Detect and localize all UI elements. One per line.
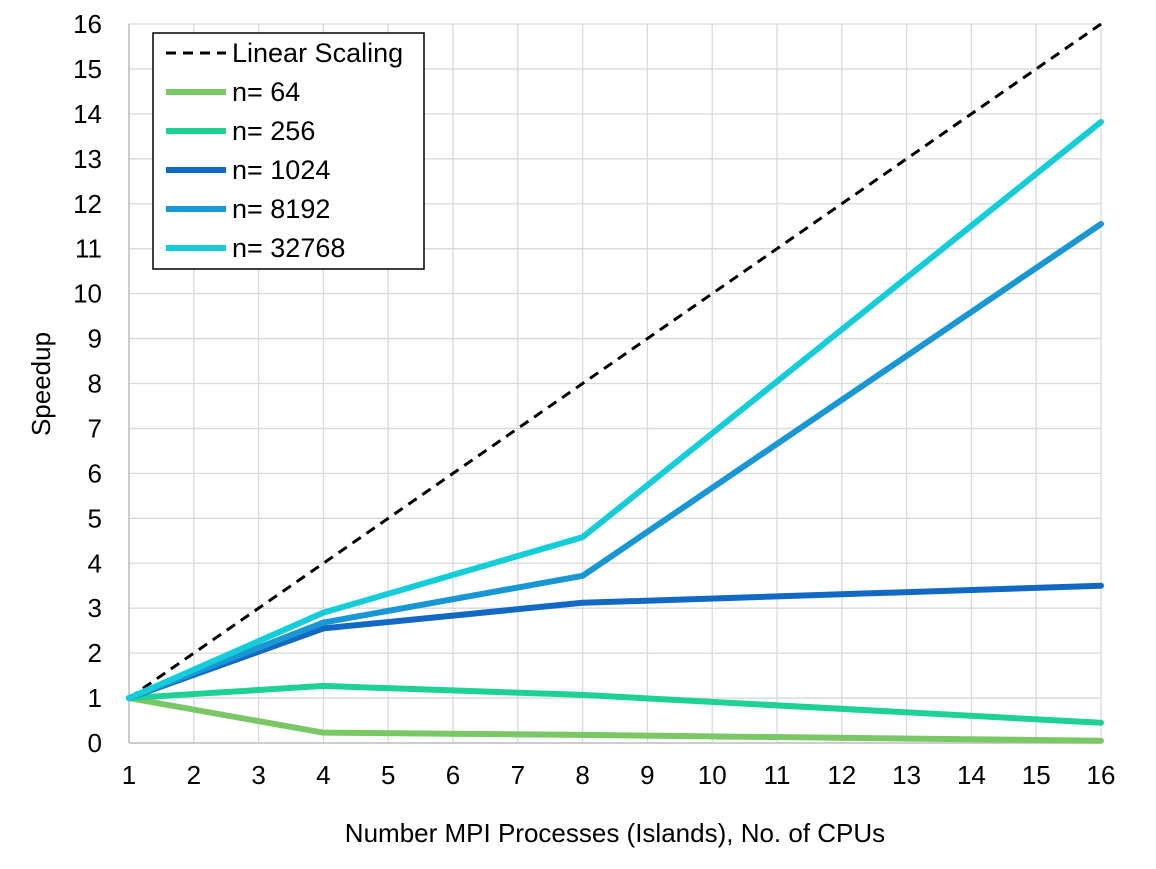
x-tick-label: 10	[698, 760, 727, 790]
legend-label: n= 64	[232, 77, 300, 107]
x-tick-label: 16	[1087, 760, 1116, 790]
y-tick-label: 5	[88, 503, 102, 533]
y-tick-label: 16	[73, 9, 102, 39]
legend-label: n= 32768	[232, 233, 345, 263]
x-tick-label: 14	[957, 760, 986, 790]
y-tick-label: 6	[88, 458, 102, 488]
series-line	[126, 682, 1104, 726]
y-tick-label: 9	[88, 324, 102, 354]
x-tick-label: 3	[251, 760, 265, 790]
y-tick-label: 11	[75, 234, 102, 264]
series-line	[126, 118, 1104, 702]
y-tick-label: 14	[73, 99, 102, 129]
x-tick-label: 7	[511, 760, 525, 790]
legend-box	[152, 32, 425, 270]
y-tick-label: 12	[73, 189, 102, 219]
x-tick-label: 4	[316, 760, 330, 790]
y-tick-label: 8	[88, 369, 102, 399]
x-tick-label: 15	[1022, 760, 1051, 790]
x-tick-label: 11	[764, 760, 791, 790]
y-tick-label: 13	[73, 144, 102, 174]
legend: Linear Scaling n= 64 n= 256 n= 1024 n= 8192 n…	[152, 32, 425, 270]
y-tick-label: 3	[88, 593, 102, 623]
axes	[128, 24, 1101, 744]
tick-labels: 1 2 3 4 5 6 7 8 9 10 11 12 13 14 15 1601234567891011121…	[73, 9, 1115, 790]
series-lines	[126, 22, 1104, 744]
x-axis-title: Number MPI Processes (Islands), No. of C…	[345, 818, 885, 848]
x-tick-label: 12	[827, 760, 856, 790]
x-tick-label: 13	[892, 760, 921, 790]
legend-label: n= 256	[232, 116, 315, 146]
x-tick-label: 2	[187, 760, 201, 790]
x-tick-label: 1	[122, 760, 136, 790]
y-tick-label: 0	[88, 728, 102, 758]
y-axis-title: Speedup	[26, 332, 56, 436]
x-tick-label: 5	[381, 760, 395, 790]
y-tick-label: 15	[73, 54, 102, 84]
x-tick-label: 8	[575, 760, 589, 790]
x-tick-label: 9	[640, 760, 654, 790]
series-line	[126, 695, 1104, 744]
y-tick-label: 7	[88, 413, 102, 443]
y-tick-label: 2	[88, 638, 102, 668]
y-tick-label: 4	[88, 548, 102, 578]
y-tick-label: 1	[88, 683, 102, 713]
series-line	[126, 220, 1104, 702]
x-tick-label: 6	[446, 760, 460, 790]
legend-label: n= 1024	[232, 155, 330, 185]
legend-label: Linear Scaling	[232, 38, 403, 68]
legend-label: n= 8192	[232, 194, 330, 224]
y-tick-label: 10	[73, 279, 102, 309]
